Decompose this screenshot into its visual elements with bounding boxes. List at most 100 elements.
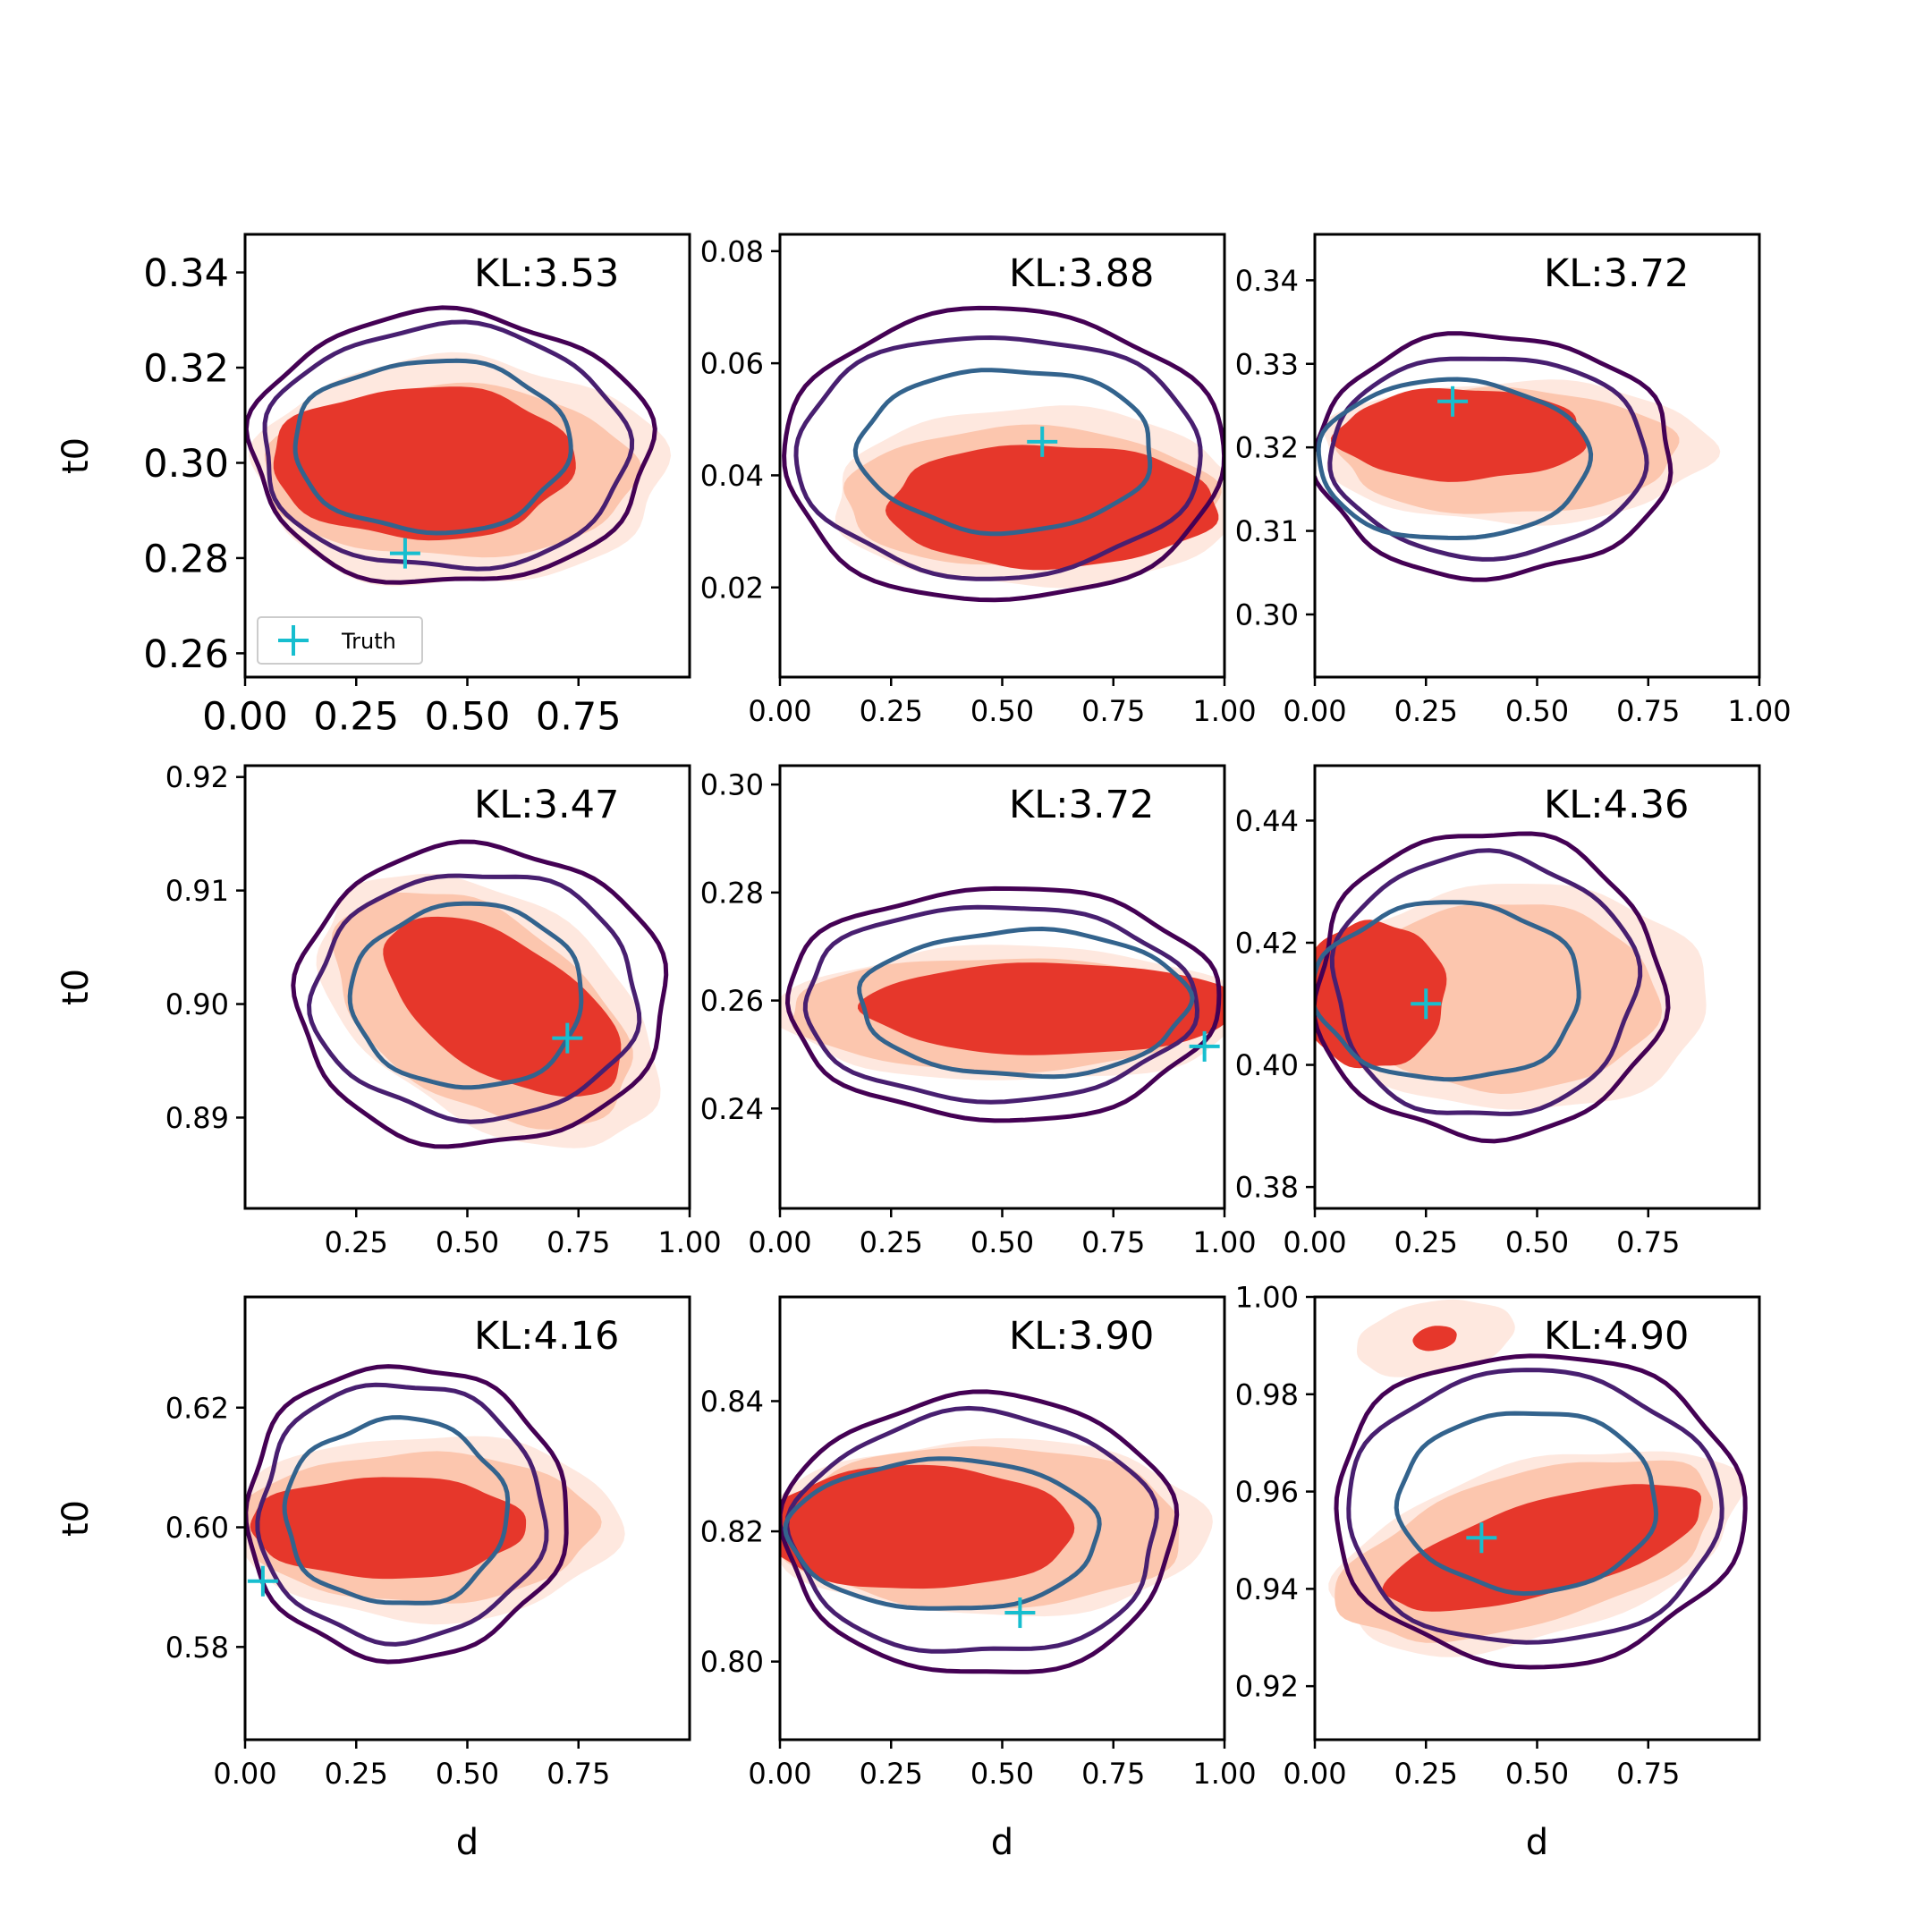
y-axis-label: t0: [55, 969, 97, 1005]
posterior-contour-inner: [783, 1456, 1102, 1611]
x-tick-label: 0.75: [547, 1757, 610, 1791]
x-tick-label: 0.75: [1081, 1757, 1145, 1791]
plot-area: [291, 839, 669, 1149]
x-tick-label: 0.25: [860, 1757, 923, 1791]
x-tick-label: 0.00: [748, 1757, 811, 1791]
legend-label: Truth: [341, 629, 396, 654]
truth-marker: [1027, 426, 1058, 457]
y-tick-label: 0.30: [700, 768, 764, 802]
plot-area: [1315, 331, 1721, 582]
x-tick-label: 0.50: [436, 1225, 499, 1259]
kl-divergence-label: KL:3.72: [1009, 783, 1154, 827]
x-tick-label: 0.50: [970, 1757, 1034, 1791]
truth-marker: [552, 1022, 583, 1054]
posterior-contour-inner: [1315, 900, 1581, 1082]
x-axis-label: d: [991, 1822, 1013, 1863]
posterior-contour-mid: [262, 319, 635, 572]
plot-area: [782, 305, 1224, 603]
subplot-6: 0.00 0.25 0.50 0.75 0.38 0.40 0.42 0.44 KL:4.36: [1235, 764, 1761, 1259]
y-tick-label: 0.34: [143, 251, 229, 296]
truth-marker: [389, 538, 420, 569]
y-axis-label: t0: [55, 1500, 97, 1537]
posterior-contour-outer: [245, 305, 657, 585]
x-tick-label: 0.25: [1394, 694, 1458, 728]
posterior-contour-inner: [1316, 377, 1594, 541]
posterior-contour-inner: [1394, 1411, 1659, 1597]
y-tick-label: 0.90: [165, 987, 229, 1021]
posterior-contour-mid: [1329, 848, 1643, 1116]
y-tick-label: 0.98: [1235, 1377, 1299, 1411]
y-tick-label: 0.26: [700, 984, 764, 1018]
x-tick-label: 0.50: [1505, 1225, 1569, 1259]
posterior-contour-outer: [784, 886, 1222, 1123]
subplot-8: 0.00 0.25 0.50 0.75 1.00 0.80 0.82 0.84 KL:3.90 d: [700, 1295, 1257, 1863]
density-level-core: [858, 962, 1224, 1055]
y-tick-label: 0.42: [1235, 927, 1299, 961]
plot-area: [1328, 1299, 1748, 1670]
legend-box: [257, 616, 423, 665]
x-tick-label: 0.75: [1081, 694, 1145, 728]
y-tick-label: 0.62: [165, 1391, 229, 1425]
x-tick-label: 0.50: [436, 1757, 499, 1791]
x-tick-label: 0.00: [1283, 1225, 1346, 1259]
subplot-1: 0.00 0.25 0.50 0.75 0.26 0.28 0.30 0.32 0.34 KL:3…: [55, 233, 691, 740]
subplot-3: 0.00 0.25 0.50 0.75 1.00 0.30 0.31 0.32 0.33 0.34…: [1235, 233, 1792, 728]
truth-marker: [1437, 386, 1469, 417]
posterior-contour-inner: [347, 901, 584, 1090]
truth-marker: [1004, 1597, 1036, 1629]
y-tick-label: 0.04: [700, 459, 764, 493]
x-tick-label: 0.75: [1616, 694, 1680, 728]
y-tick-label: 0.96: [1235, 1475, 1299, 1509]
subplot-5: 0.00 0.25 0.50 0.75 1.00 0.24 0.26 0.28 0.30 KL:3…: [700, 764, 1257, 1259]
subplot-2: 0.00 0.25 0.50 0.75 1.00 0.02 0.04 0.06 0.08 KL:3…: [700, 233, 1257, 728]
y-tick-label: 0.24: [700, 1092, 764, 1126]
x-tick-label: 0.50: [1505, 694, 1569, 728]
posterior-contour-outer: [1334, 1353, 1748, 1670]
density-level-core: [780, 1464, 1075, 1589]
posterior-contour-mid: [1346, 1368, 1724, 1645]
y-tick-label: 0.28: [700, 876, 764, 910]
x-tick-label: 1.00: [1192, 694, 1256, 728]
y-tick-label: 1.00: [1235, 1281, 1299, 1315]
x-tick-label: 0.00: [1283, 1757, 1346, 1791]
x-tick-label: 0.75: [1081, 1225, 1145, 1259]
x-axis-label: d: [1526, 1822, 1548, 1863]
y-tick-label: 0.92: [1235, 1670, 1299, 1704]
subplot-7: 0.00 0.25 0.50 0.75 0.58 0.60 0.62 KL:4.16 t0 d: [55, 1295, 691, 1863]
x-tick-label: 0.50: [970, 1225, 1034, 1259]
x-tick-label: 0.25: [325, 1757, 388, 1791]
y-tick-label: 0.28: [143, 537, 229, 581]
y-tick-label: 0.06: [700, 347, 764, 381]
kl-divergence-label: KL:4.36: [1544, 783, 1689, 827]
posterior-contour-inner: [282, 1415, 511, 1606]
posterior-contour-mid: [793, 335, 1203, 581]
y-axis-label: t0: [55, 437, 97, 474]
y-tick-label: 0.58: [165, 1631, 229, 1665]
x-tick-label: 0.50: [425, 695, 511, 740]
x-tick-label: 0.00: [1283, 694, 1346, 728]
y-tick-label: 0.92: [165, 760, 229, 794]
y-tick-label: 0.60: [165, 1511, 229, 1545]
kl-divergence-label: KL:4.90: [1544, 1314, 1689, 1359]
subplot-4: 0.25 0.50 0.75 1.00 0.89 0.90 0.91 0.92 KL:3.47 t…: [55, 760, 722, 1259]
kl-divergence-label: KL:3.90: [1009, 1314, 1154, 1359]
posterior-contour-inner: [852, 368, 1153, 537]
x-tick-label: 1.00: [1727, 694, 1791, 728]
x-tick-label: 0.00: [202, 695, 288, 740]
x-tick-label: 0.25: [1394, 1225, 1458, 1259]
x-axis-label: d: [456, 1822, 479, 1863]
y-tick-label: 0.30: [143, 442, 229, 487]
y-tick-label: 0.32: [143, 347, 229, 392]
x-tick-label: 0.25: [325, 1225, 388, 1259]
x-tick-label: 1.00: [1192, 1225, 1256, 1259]
x-tick-label: 1.00: [657, 1225, 721, 1259]
density-level-core: [250, 1477, 527, 1580]
y-tick-label: 0.33: [1235, 347, 1299, 381]
y-tick-label: 0.32: [1235, 431, 1299, 465]
y-tick-label: 0.38: [1235, 1171, 1299, 1205]
x-tick-label: 0.50: [970, 694, 1034, 728]
subplot-9: 0.00 0.25 0.50 0.75 0.92 0.94 0.96 0.98 1.00 KL:4…: [1235, 1281, 1761, 1863]
plot-area: [780, 886, 1224, 1123]
x-tick-label: 0.00: [748, 1225, 811, 1259]
